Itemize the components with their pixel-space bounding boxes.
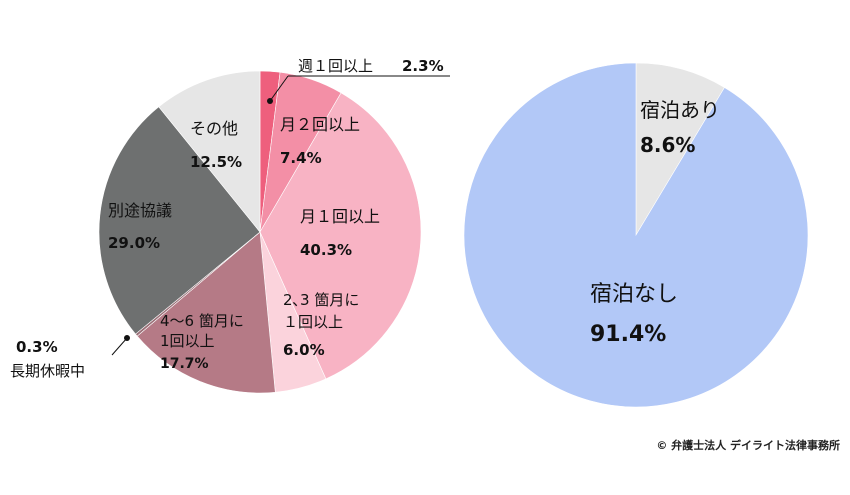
leader-dot-weekly — [267, 98, 273, 104]
label-2-3-months-line2: １回以上 — [283, 313, 343, 331]
label-separate-consultation: 別途協議 — [108, 201, 172, 220]
label-2-3-months-line1: 2､3 箇月に — [283, 291, 359, 309]
label-weekly: 週１回以上 — [298, 57, 373, 75]
leader-line-weekly — [269, 75, 289, 102]
label-long-vacation: 長期休暇中 — [10, 362, 85, 380]
value-monthly-1: 40.3% — [300, 241, 352, 259]
pie1-slice-6 — [98, 106, 261, 335]
label-stay-yes: 宿泊あり — [640, 98, 720, 122]
value-stay-yes: 8.6% — [640, 133, 695, 157]
pie1-slice-2 — [259, 92, 422, 380]
copyright-notice: © 弁護士法人 デイライト法律事務所 — [656, 439, 840, 452]
pie1-slice-4 — [136, 231, 276, 394]
label-other: その他 — [190, 119, 238, 138]
pie-visitation-frequency — [98, 70, 422, 394]
label-stay-no: 宿泊なし — [590, 282, 678, 307]
leader-dot-vacation — [124, 335, 130, 341]
pie-overnight-stay — [463, 62, 809, 408]
value-4-6-months: 17.7% — [160, 356, 209, 372]
value-2-3-months: 6.0% — [283, 341, 325, 359]
label-4-6-months-line1: 4〜6 箇月に — [160, 312, 244, 330]
leader-line-vacation — [111, 337, 128, 356]
pie1-slice-7 — [158, 70, 261, 233]
pie2-slice-0 — [635, 62, 725, 237]
value-monthly-2: 7.4% — [280, 149, 322, 167]
value-long-vacation: 0.3% — [16, 338, 58, 356]
label-4-6-months-line2: 1回以上 — [160, 332, 215, 350]
label-monthly-1: 月１回以上 — [300, 207, 380, 226]
pie2-slice-1 — [463, 62, 809, 408]
value-other: 12.5% — [190, 153, 242, 171]
value-separate-consultation: 29.0% — [108, 234, 160, 252]
value-stay-no: 91.4% — [590, 322, 666, 347]
label-monthly-2: 月２回以上 — [280, 115, 360, 134]
value-weekly: 2.3% — [402, 57, 444, 75]
